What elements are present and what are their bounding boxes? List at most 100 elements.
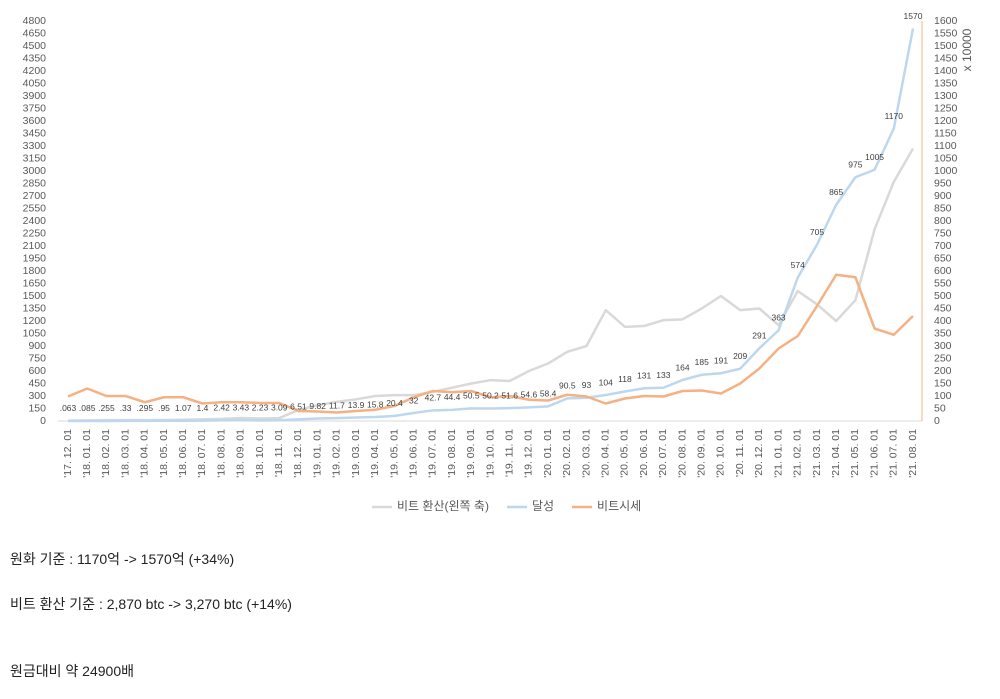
y-tick-label: 2850 [23, 177, 47, 189]
y-tick-label: 4650 [23, 27, 47, 39]
y2-tick-label: 650 [934, 252, 952, 264]
x-tick-label: '19. 07. 01 [427, 429, 439, 478]
x-tick-label: '19. 04. 01 [369, 429, 381, 478]
x-tick-label: '19. 08. 01 [446, 429, 458, 478]
y2-tick-label: 1150 [934, 127, 957, 139]
y-tick-label: 750 [28, 352, 46, 364]
x-tick-label: '18. 07. 01 [196, 429, 208, 478]
data-label: 93 [582, 380, 592, 390]
data-label: .33 [120, 403, 132, 413]
y2-tick-label: 100 [934, 390, 952, 402]
x-tick-label: '19. 02. 01 [331, 429, 343, 478]
y2-tick-label: 800 [934, 215, 952, 227]
x-tick-label: '18. 11. 01 [273, 429, 285, 477]
data-label: 865 [829, 187, 843, 197]
x-tick-label: '20. 06. 01 [638, 429, 650, 478]
y-tick-label: 1350 [23, 302, 47, 314]
y-tick-label: 3750 [23, 102, 47, 114]
y2-tick-label: 0 [934, 415, 940, 427]
x-tick-label: '21. 07. 01 [888, 429, 900, 478]
y-tick-label: 3000 [23, 165, 47, 177]
x-tick-label: '20. 08. 01 [676, 429, 688, 478]
x-tick-label: '18. 02. 01 [100, 429, 112, 478]
y-tick-label: 1650 [23, 277, 47, 289]
y-tick-label: 1200 [23, 315, 47, 327]
data-label: 15.8 [367, 399, 384, 409]
y-tick-label: 4350 [23, 52, 47, 64]
y-tick-label: 2400 [23, 215, 47, 227]
x-tick-label: '19. 01. 01 [311, 429, 323, 478]
y2-axis-label: x 10000 [960, 28, 974, 71]
y-tick-label: 4050 [23, 77, 47, 89]
x-tick-label: '18. 09. 01 [235, 429, 247, 478]
data-label: 1570 [904, 11, 923, 21]
y2-tick-label: 350 [934, 327, 952, 339]
y-tick-label: 450 [28, 377, 46, 389]
y2-tick-label: 1600 [934, 15, 958, 27]
y2-tick-label: 1450 [934, 52, 958, 64]
y-tick-label: 0 [40, 415, 46, 427]
y2-tick-label: 1350 [934, 77, 958, 89]
y2-tick-label: 1050 [934, 152, 958, 164]
data-label: 705 [810, 227, 824, 237]
y2-tick-label: 1100 [934, 140, 957, 152]
note: 원금대비 약 24900배 [10, 663, 134, 679]
x-tick-label: '19. 11. 01 [503, 429, 515, 477]
x-tick-label: '20. 03. 01 [580, 429, 592, 478]
series-line [68, 28, 915, 423]
x-tick-label: '19. 06. 01 [407, 429, 419, 478]
data-label: .95 [158, 403, 170, 413]
data-label: 975 [848, 160, 862, 170]
x-tick-label: '21. 05. 01 [849, 429, 861, 478]
x-tick-label: '21. 03. 01 [811, 429, 823, 478]
data-label: 50.2 [482, 391, 499, 401]
y-tick-label: 2550 [23, 202, 47, 214]
y-tick-label: 150 [28, 402, 46, 414]
data-label: 2.42 [213, 403, 230, 413]
y2-tick-label: 500 [934, 290, 952, 302]
y2-tick-label: 200 [934, 365, 952, 377]
y-tick-label: 300 [28, 390, 46, 402]
x-tick-label: '18. 05. 01 [158, 429, 170, 478]
x-tick-label: '21. 02. 01 [792, 429, 804, 478]
data-label: 51.6 [501, 390, 518, 400]
series-line [67, 273, 914, 414]
x-tick-label: '21. 08. 01 [907, 429, 919, 478]
x-tick-label: '18. 10. 01 [254, 429, 266, 478]
data-label: .063 [60, 403, 77, 413]
y-tick-label: 2700 [23, 190, 47, 202]
y2-tick-label: 450 [934, 302, 952, 314]
data-label: 13.9 [348, 400, 365, 410]
y2-tick-label: 1200 [934, 115, 958, 127]
data-label: 118 [618, 374, 632, 384]
data-label: 209 [733, 351, 747, 361]
data-label: 191 [714, 356, 728, 366]
data-label: 9.82 [309, 401, 326, 411]
y-tick-label: 2250 [23, 227, 47, 239]
legend-label: 비트 환산(왼쪽 축) [397, 499, 489, 513]
x-tick-label: '18. 06. 01 [177, 429, 189, 478]
y2-tick-label: 50 [934, 402, 946, 414]
x-tick-label: '20. 10. 01 [715, 429, 727, 478]
data-label: 32 [409, 395, 419, 405]
y2-tick-label: 1300 [934, 90, 958, 102]
y-tick-label: 3300 [23, 140, 47, 152]
y2-tick-label: 750 [934, 227, 952, 239]
y-tick-label: 1950 [23, 252, 47, 264]
y2-tick-label: 850 [934, 202, 952, 214]
y-tick-label: 4800 [23, 15, 47, 27]
data-label: .255 [98, 403, 115, 413]
data-label: 58.4 [540, 389, 557, 399]
data-label: 131 [637, 371, 651, 381]
data-label: 363 [771, 313, 785, 323]
y2-tick-label: 900 [934, 190, 952, 202]
x-tick-label: '18. 12. 01 [292, 429, 304, 478]
x-tick-label: '20. 11. 01 [734, 429, 746, 477]
x-tick-label: '17. 12. 01 [62, 429, 74, 478]
x-tick-label: '21. 06. 01 [868, 429, 880, 478]
data-label: 1.4 [197, 403, 209, 413]
y-tick-label: 2100 [23, 240, 47, 252]
x-tick-label: '20. 04. 01 [600, 429, 612, 478]
y-tick-label: 4200 [23, 65, 47, 77]
data-label: .085 [79, 403, 96, 413]
